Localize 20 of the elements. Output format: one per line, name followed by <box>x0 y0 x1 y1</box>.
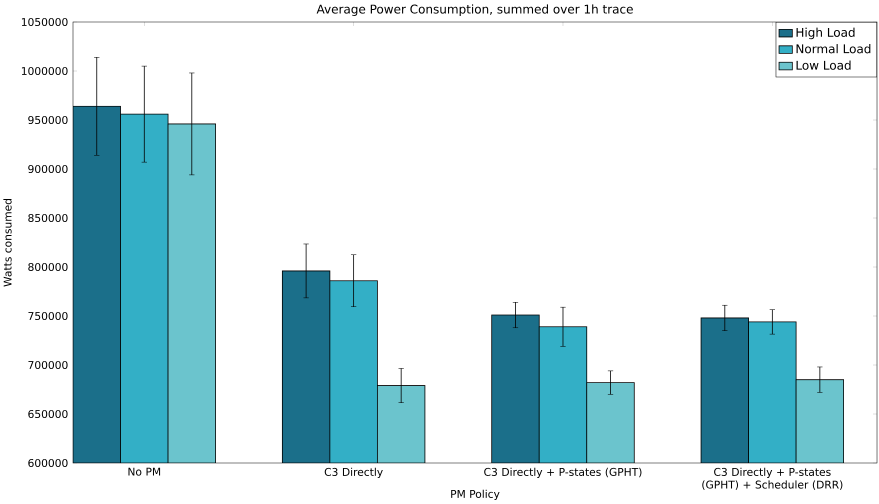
y-tick-label: 600000 <box>28 458 68 468</box>
x-tick-label: C3 Directly <box>324 468 383 478</box>
legend-label: High Load <box>796 28 854 40</box>
chart-title: Average Power Consumption, summed over 1h trace <box>316 4 633 16</box>
y-tick-label: 750000 <box>28 312 68 320</box>
legend-label: Normal Load <box>796 44 870 54</box>
x-tick-label: No PM <box>128 468 160 476</box>
x-tick-label: C3 Directly + P-states (GPHT) + Scheduler (DRR) <box>702 468 842 490</box>
y-tick-label: 950000 <box>28 116 68 124</box>
y-tick-label: 800000 <box>28 262 68 272</box>
y-tick-label: 900000 <box>28 164 68 174</box>
y-tick-label: 850000 <box>28 214 68 222</box>
y-tick-label: 1050000 <box>22 18 68 26</box>
y-axis-title: Watts consumed <box>3 199 12 287</box>
legend-label: Low Load <box>796 60 851 70</box>
y-tick-label: 650000 <box>28 410 68 418</box>
x-axis-title: PM Policy <box>451 490 500 500</box>
x-tick-label: C3 Directly + P-states (GPHT) <box>484 468 642 478</box>
y-tick-label: 1000000 <box>22 66 68 76</box>
y-tick-label: 700000 <box>28 360 68 370</box>
